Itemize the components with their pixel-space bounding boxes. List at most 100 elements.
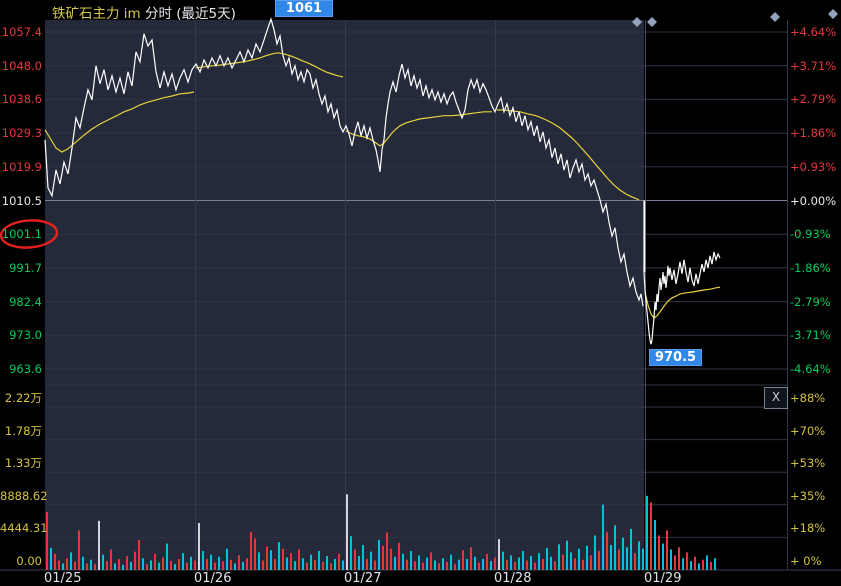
volume-bar xyxy=(482,558,484,570)
volume-percent-axis-label: +53% xyxy=(790,456,826,471)
volume-bar xyxy=(54,553,56,570)
volume-bar xyxy=(382,545,384,570)
volume-bar xyxy=(226,548,228,570)
volume-bar xyxy=(654,520,656,570)
volume-bar xyxy=(170,561,172,570)
volume-bar xyxy=(202,550,204,570)
volume-axis-label: 4444.31 xyxy=(0,521,48,536)
volume-bar xyxy=(574,558,576,570)
percent-axis-label: +0.93% xyxy=(790,159,837,174)
volume-bar xyxy=(278,542,280,570)
volume-bar xyxy=(510,555,512,570)
volume-bar xyxy=(330,563,332,570)
volume-bar xyxy=(698,563,700,570)
volume-bar xyxy=(630,528,632,570)
price-axis-label: 991.7 xyxy=(9,260,42,275)
average-price-line xyxy=(44,91,195,153)
volume-bar xyxy=(674,555,676,570)
volume-bar xyxy=(414,561,416,570)
volume-bar xyxy=(666,530,668,570)
close-volume-panel-button[interactable]: X xyxy=(764,387,788,409)
volume-bar xyxy=(426,557,428,570)
volume-bar xyxy=(614,525,616,570)
volume-bar xyxy=(342,560,344,570)
volume-bar xyxy=(302,558,304,570)
volume-bar xyxy=(146,564,148,570)
volume-bar xyxy=(74,561,76,570)
volume-bar xyxy=(70,552,72,570)
volume-bar xyxy=(174,564,176,570)
volume-bar xyxy=(282,548,284,570)
volume-bar xyxy=(466,558,468,570)
percent-axis-label: +2.79% xyxy=(790,92,837,107)
volume-bar xyxy=(494,557,496,570)
volume-bar xyxy=(78,530,80,570)
volume-bar xyxy=(46,511,48,570)
volume-bar xyxy=(370,551,372,570)
volume-bar xyxy=(350,536,352,570)
volume-percent-axis-label: + 0% xyxy=(790,554,822,568)
volume-bar xyxy=(446,561,448,570)
volume-bar xyxy=(646,495,648,570)
date-axis-label: 01/26 xyxy=(194,571,232,586)
date-axis-label: 01/25 xyxy=(44,571,82,586)
price-axis-label: 1057.4 xyxy=(1,25,42,39)
volume-bar xyxy=(582,559,584,570)
volume-bar xyxy=(114,563,116,570)
volume-bar xyxy=(90,559,92,570)
volume-bar xyxy=(454,564,456,570)
percent-axis-label: +4.64% xyxy=(790,25,837,39)
volume-bar xyxy=(266,546,268,570)
volume-bar xyxy=(394,556,396,570)
volume-bar xyxy=(274,558,276,570)
volume-bar xyxy=(210,554,212,570)
volume-bar xyxy=(530,556,532,570)
date-axis-label: 01/28 xyxy=(494,571,532,586)
volume-bar xyxy=(126,556,128,570)
volume-bar xyxy=(270,550,272,570)
diamond-marker-icon xyxy=(828,9,838,19)
volume-bar xyxy=(586,545,588,570)
volume-bar xyxy=(442,558,444,570)
volume-bar xyxy=(182,553,184,570)
price-axis-label: 1029.3 xyxy=(1,126,42,141)
volume-bar xyxy=(154,553,156,570)
volume-axis-label: 1.33万 xyxy=(4,456,42,471)
volume-bar xyxy=(706,555,708,570)
volume-bar xyxy=(478,562,480,570)
volume-bar xyxy=(502,551,504,570)
average-price-line xyxy=(497,109,640,201)
volume-bar xyxy=(566,540,568,570)
volume-bar xyxy=(434,560,436,570)
volume-bar xyxy=(398,542,400,570)
price-line xyxy=(44,17,644,307)
volume-bar xyxy=(338,553,340,570)
volume-bar xyxy=(626,547,628,570)
percent-axis-label: +0.00% xyxy=(790,193,837,208)
volume-bar xyxy=(514,561,516,570)
percent-axis-label: -0.93% xyxy=(790,227,831,242)
volume-bar xyxy=(578,548,580,570)
volume-percent-axis-label: +70% xyxy=(790,423,826,438)
volume-bar xyxy=(206,558,208,570)
volume-bar xyxy=(326,556,328,570)
volume-bar xyxy=(602,504,604,570)
volume-bar xyxy=(550,556,552,570)
volume-bar xyxy=(102,554,104,570)
low-price-badge: 970.5 xyxy=(649,349,702,366)
price-axis-label: 963.6 xyxy=(9,362,42,376)
volume-axis-label: 2.22万 xyxy=(4,391,42,405)
volume-bar xyxy=(430,552,432,570)
volume-bar xyxy=(558,544,560,570)
volume-bar xyxy=(402,553,404,570)
volume-bar xyxy=(122,564,124,570)
percent-axis-label: +1.86% xyxy=(790,126,837,141)
volume-bar xyxy=(314,559,316,570)
price-axis-label: 1019.9 xyxy=(1,159,42,174)
diamond-marker-icon xyxy=(647,17,657,27)
volume-bar xyxy=(346,494,348,570)
instrument-name: 铁矿石主力 im xyxy=(52,6,141,22)
volume-bar xyxy=(590,555,592,570)
volume-bar xyxy=(474,556,476,570)
